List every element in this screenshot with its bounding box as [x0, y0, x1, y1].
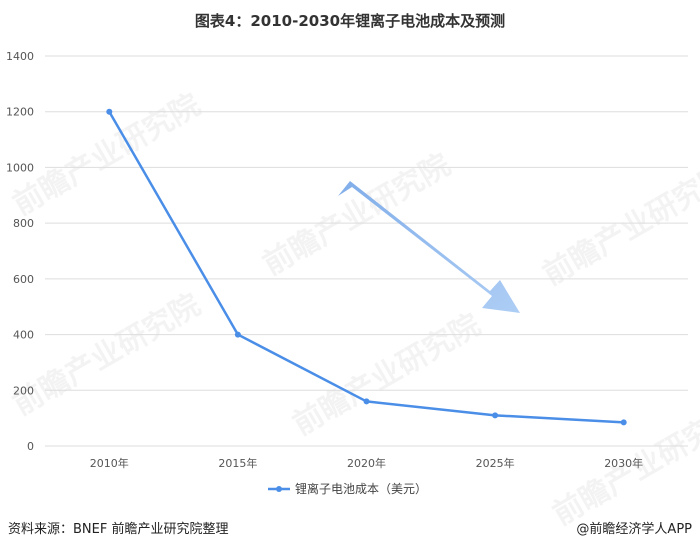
legend-label: 锂离子电池成本（美元）: [295, 481, 427, 496]
y-tick-label-1000: 1000: [6, 161, 34, 174]
y-tick-label-200: 200: [13, 384, 34, 397]
y-tick-label-1400: 1400: [6, 50, 34, 63]
data-point-2: [363, 398, 370, 405]
legend-marker: [276, 486, 282, 492]
series-line-0: [108, 111, 624, 424]
data-point-0: [106, 108, 113, 115]
x-tick-label-3: 2025年: [476, 456, 515, 470]
x-tick-label-4: 2030年: [604, 456, 643, 470]
y-tick-label-1200: 1200: [6, 106, 34, 119]
data-point-1: [234, 331, 241, 338]
trend-arrow-icon: [338, 181, 520, 313]
brand-note: @前瞻经济学人APP: [576, 522, 692, 537]
y-tick-label-600: 600: [13, 273, 34, 286]
data-point-4: [620, 419, 627, 426]
source-note: 资料来源：BNEF 前瞻产业研究院整理: [8, 522, 229, 537]
x-tick-label-0: 2010年: [90, 456, 129, 470]
x-tick-label-2: 2020年: [347, 456, 386, 470]
y-tick-label-0: 0: [27, 440, 34, 453]
y-tick-label-400: 400: [13, 329, 34, 342]
y-tick-label-800: 800: [13, 217, 34, 230]
x-tick-label-1: 2015年: [218, 456, 257, 470]
chart-title: 图表4：2010-2030年锂离子电池成本及预测: [194, 12, 506, 30]
data-point-3: [492, 412, 499, 419]
